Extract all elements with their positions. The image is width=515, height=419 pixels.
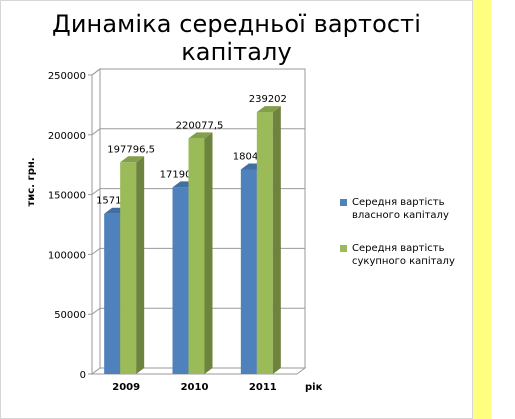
gridline (91, 247, 305, 255)
data-label: 239202 (249, 94, 287, 105)
y-tick-label: 250000 (48, 71, 86, 82)
bar-own-2010 (172, 187, 189, 374)
data-label: 171905,5 (160, 169, 208, 180)
data-label: 197796,5 (107, 144, 155, 155)
gridline (91, 128, 305, 136)
gridline (91, 307, 305, 315)
data-label: 220077,5 (176, 120, 224, 131)
bar-total-2009 (120, 162, 137, 374)
bar-top-total-2009 (120, 156, 145, 163)
side-wall (91, 68, 101, 375)
legend-swatch-total-capital (340, 245, 347, 252)
gridline (91, 68, 305, 76)
chart-title: Динаміка середньої вартості капіталу (51, 10, 422, 66)
y-tick-label: 100000 (48, 250, 86, 261)
bar-top-total-2010 (188, 132, 213, 139)
legend-label-own-capital: Середня вартість власного капіталу (352, 197, 449, 221)
y-tick-label: 0 (80, 370, 86, 381)
bar-own-2011 (240, 169, 257, 374)
data-label: 180420 (233, 151, 271, 162)
y-tick-label: 200000 (48, 131, 86, 142)
slide-accent-strip (473, 0, 491, 419)
x-tick-label: 2009 (112, 382, 140, 393)
legend-label-total-capital: Середня вартість сукупного капіталу (352, 243, 455, 267)
gridline (91, 188, 305, 196)
legend-item-total-capital: Середня вартість сукупного капіталу (340, 242, 470, 268)
legend-swatch-own-capital (340, 199, 347, 206)
bar-side-total-2010 (204, 132, 213, 374)
y-tick-label: 50000 (54, 310, 86, 321)
legend-item-own-capital: Середня вартість власного капіталу (340, 196, 470, 222)
bar-side-total-2011 (272, 106, 281, 375)
bar-own-2009 (104, 213, 121, 374)
y-tick-label: 150000 (48, 191, 86, 202)
bar-total-2011 (256, 112, 273, 375)
bar-top-total-2011 (256, 106, 281, 113)
data-label: 157187 (96, 196, 134, 207)
bar-side-total-2009 (136, 156, 145, 374)
x-unit-label: рік (305, 382, 323, 393)
legend: Середня вартість власного капіталу Серед… (340, 196, 470, 288)
x-tick-label: 2010 (181, 382, 209, 393)
bar-total-2010 (188, 138, 205, 374)
x-tick-label: 2011 (249, 382, 277, 393)
y-axis-label: тис. грн. (26, 157, 37, 206)
